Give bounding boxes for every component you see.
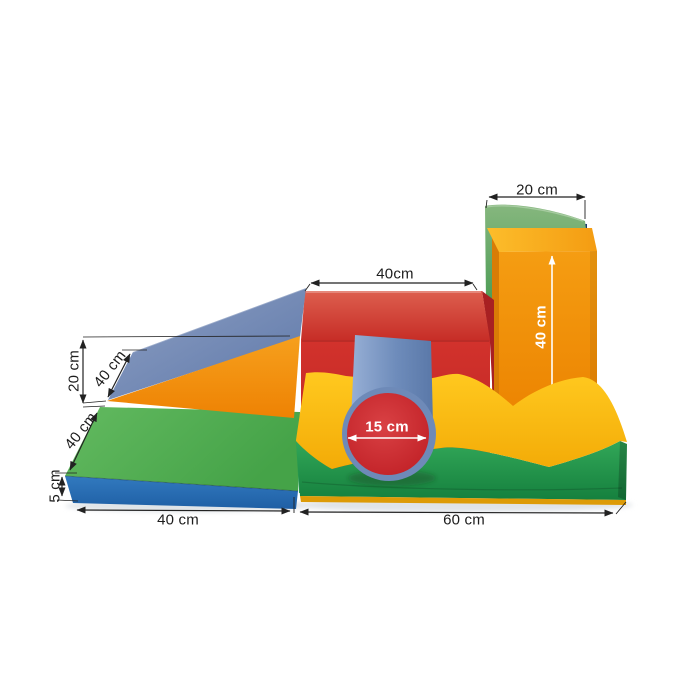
dim-wave-length-line xyxy=(299,508,614,517)
mat-top-face xyxy=(65,407,300,491)
ramp-wedge xyxy=(107,287,307,418)
block-front-face xyxy=(499,251,597,415)
dim-label-mat-width: 40 cm xyxy=(157,511,199,529)
cylinder-roller xyxy=(342,335,436,486)
dim-mat-depth-line xyxy=(69,412,98,471)
wave-seam xyxy=(301,481,623,491)
dim-mat-thickness-ext xyxy=(55,472,79,502)
block-top-face xyxy=(487,228,597,252)
block-right-shade xyxy=(590,251,597,415)
ramp-incline-face xyxy=(108,288,306,400)
dim-label-wave-length: 60 cm xyxy=(443,511,485,529)
dim-label-mat-thickness: 5 cm xyxy=(46,469,64,503)
dim-label-cylinder-diameter: 15 cm xyxy=(365,418,409,436)
dim-ramp-depth-line xyxy=(107,353,131,398)
mat-front-face xyxy=(65,476,298,509)
floor-mat xyxy=(64,407,300,509)
cube-top-face xyxy=(301,291,490,340)
mat-edge-seam xyxy=(64,475,299,492)
dim-cube-width-ext xyxy=(304,283,478,292)
dim-label-top-block-width: 20 cm xyxy=(516,181,558,199)
cylinder-end-face xyxy=(347,393,429,475)
dim-mat-width-line xyxy=(76,506,291,515)
wave-base-strip xyxy=(300,496,626,505)
dim-top-block-width-ext xyxy=(485,199,586,219)
dim-wave-length-ext xyxy=(293,497,627,515)
dimension-lines xyxy=(55,193,627,517)
tall-orange-block xyxy=(487,228,597,415)
wedge-highlight xyxy=(486,205,584,222)
dim-label-cube-width: 40cm xyxy=(376,265,414,283)
dim-label-tall-block-height: 40 cm xyxy=(532,305,550,349)
ramp-edge-highlight xyxy=(132,287,307,353)
wave-right-shade xyxy=(618,441,627,500)
ramp-side-face xyxy=(107,336,300,418)
cube-right-face xyxy=(482,291,494,420)
dim-ramp-height-ext xyxy=(82,335,291,408)
dim-label-ramp-height: 20 cm xyxy=(65,350,83,392)
